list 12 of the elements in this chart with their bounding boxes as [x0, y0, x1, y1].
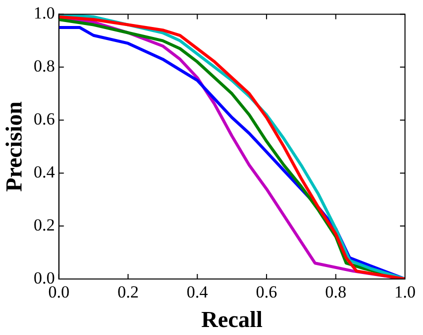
x-tick-label: 0.6: [256, 282, 278, 302]
y-tick-label: 0.4: [34, 162, 56, 182]
x-tick-label: 0.4: [186, 282, 208, 302]
y-axis-title: Precision: [2, 101, 27, 192]
x-axis-title: Recall: [201, 307, 263, 332]
x-tick-label: 0.2: [117, 282, 139, 302]
y-tick-label: 1.0: [34, 4, 55, 23]
y-tick-label: 0.2: [34, 216, 55, 235]
y-tick-label: 0.8: [34, 56, 55, 76]
x-tick-label: 0.8: [325, 282, 346, 302]
y-tick-label: 0.6: [34, 110, 55, 129]
x-tick-label: 1.0: [394, 282, 416, 302]
